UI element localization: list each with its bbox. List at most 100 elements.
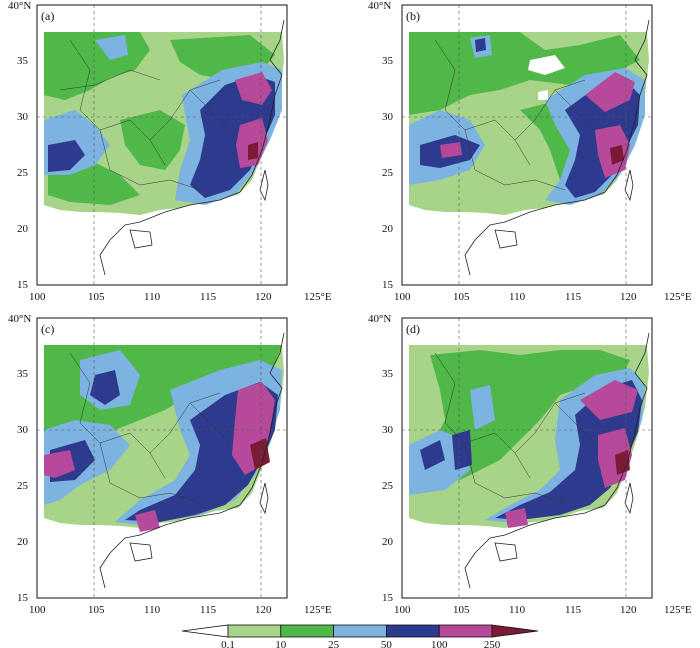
rain-field-b-magenta bbox=[585, 72, 635, 112]
rain-field-d-green bbox=[430, 350, 630, 480]
coastline bbox=[99, 19, 285, 276]
panel-a: (a) bbox=[36, 4, 288, 286]
y-tick-label: 15 bbox=[17, 592, 29, 604]
rain-field-d-navy bbox=[420, 440, 445, 470]
rain-field-d-magenta bbox=[580, 380, 638, 420]
panel-d: (d) bbox=[401, 317, 653, 599]
y-tick-label: 40°N bbox=[8, 313, 31, 325]
axis-labels-top-left: 40°N 35 30 25 20 15 100 105 110 115 120 … bbox=[8, 0, 332, 303]
x-tick-label: 100 bbox=[394, 291, 411, 303]
rain-field-c-maroon bbox=[250, 438, 270, 470]
x-tick-label: 110 bbox=[144, 604, 161, 616]
y-tick-label: 20 bbox=[382, 536, 394, 548]
y-tick-label: 15 bbox=[17, 279, 29, 291]
x-tick-label: 110 bbox=[509, 291, 526, 303]
grid-lines bbox=[37, 5, 287, 285]
colorbar-segment bbox=[333, 624, 387, 638]
colorbar: 0.1 10 25 50 100 250 bbox=[181, 624, 539, 648]
colorbar-segment bbox=[280, 624, 334, 638]
panel-c: (c) bbox=[36, 317, 288, 599]
panel-label: (c) bbox=[41, 322, 54, 336]
rain-field-a-magenta bbox=[236, 118, 268, 168]
x-tick-label: 115 bbox=[200, 604, 217, 616]
panel-frame bbox=[36, 317, 288, 599]
coastline bbox=[464, 332, 650, 589]
coastline bbox=[464, 19, 650, 276]
y-tick-label: 35 bbox=[17, 55, 29, 67]
panel-label: (a) bbox=[41, 9, 54, 23]
x-tick-label: 125°E bbox=[304, 604, 332, 616]
panel-b: (b) bbox=[401, 4, 653, 286]
colorbar-segment bbox=[491, 624, 539, 638]
rain-field-d-magenta bbox=[505, 508, 528, 528]
y-tick-label: 25 bbox=[382, 167, 394, 179]
coastline bbox=[99, 332, 285, 589]
x-tick-label: 120 bbox=[255, 604, 272, 616]
x-tick-label: 105 bbox=[88, 604, 105, 616]
colorbar-segment bbox=[227, 624, 282, 638]
y-tick-label: 25 bbox=[17, 167, 29, 179]
rain-field-d-navy bbox=[452, 430, 472, 470]
rain-field-b-none bbox=[528, 55, 565, 75]
rain-field-c-magenta bbox=[44, 450, 75, 478]
rain-field-a-light-blue bbox=[95, 35, 128, 60]
x-tick-label: 115 bbox=[565, 604, 582, 616]
y-tick-label: 35 bbox=[17, 368, 29, 380]
panel-frame bbox=[36, 4, 288, 286]
panel-label: (d) bbox=[406, 322, 420, 336]
rain-field-a-maroon bbox=[248, 142, 258, 160]
x-tick-label: 105 bbox=[453, 604, 470, 616]
y-tick-label: 25 bbox=[382, 480, 394, 492]
rain-field-b-magenta bbox=[440, 142, 462, 158]
y-tick-label: 30 bbox=[382, 424, 394, 436]
y-tick-label: 35 bbox=[382, 55, 394, 67]
x-tick-label: 110 bbox=[144, 291, 161, 303]
rain-field-c-navy bbox=[90, 370, 120, 405]
panel-frame bbox=[401, 317, 653, 599]
grid-lines bbox=[402, 5, 652, 285]
x-tick-label: 120 bbox=[620, 604, 637, 616]
grid-lines bbox=[37, 318, 287, 598]
colorbar-label: 0.1 bbox=[221, 639, 235, 648]
x-tick-label: 120 bbox=[255, 291, 272, 303]
y-tick-label: 30 bbox=[17, 424, 29, 436]
y-tick-label: 20 bbox=[17, 223, 29, 235]
x-tick-label: 100 bbox=[394, 604, 411, 616]
y-tick-label: 40°N bbox=[8, 0, 31, 12]
x-tick-label: 105 bbox=[88, 291, 105, 303]
rain-field-a-navy bbox=[190, 75, 275, 198]
rain-field-c-magenta bbox=[135, 510, 160, 532]
x-tick-label: 100 bbox=[29, 291, 46, 303]
rain-field-d-magenta bbox=[598, 428, 632, 488]
rain-field-b-green bbox=[409, 32, 640, 115]
rain-field-b-none bbox=[538, 90, 548, 100]
colorbar-label: 10 bbox=[275, 639, 287, 648]
province-borders bbox=[59, 39, 231, 191]
x-tick-label: 100 bbox=[29, 604, 46, 616]
colorbar-label: 25 bbox=[328, 639, 340, 648]
x-tick-label: 115 bbox=[565, 291, 582, 303]
rain-field-d-light-blue bbox=[470, 385, 495, 430]
panel-frame bbox=[401, 4, 653, 286]
x-tick-label: 125°E bbox=[304, 291, 332, 303]
y-tick-label: 40°N bbox=[368, 313, 391, 325]
rain-field-b-navy bbox=[475, 38, 486, 52]
province-borders bbox=[434, 352, 596, 504]
y-tick-label: 25 bbox=[17, 480, 29, 492]
y-tick-label: 15 bbox=[382, 592, 394, 604]
rain-field-a-magenta bbox=[235, 72, 272, 105]
y-tick-label: 20 bbox=[382, 223, 394, 235]
y-tick-label: 30 bbox=[17, 111, 29, 123]
province-borders bbox=[69, 352, 231, 504]
axis-labels-bottom-left: 40°N 35 30 25 20 15 100 105 110 115 120 … bbox=[8, 313, 332, 616]
x-tick-label: 105 bbox=[453, 291, 470, 303]
y-tick-label: 20 bbox=[17, 536, 29, 548]
colorbar-label: 100 bbox=[431, 639, 448, 648]
rain-field-a-green bbox=[120, 110, 185, 170]
axis-labels-bottom-right: 40°N 35 30 25 20 15 100 105 110 115 120 … bbox=[368, 313, 692, 616]
y-tick-label: 15 bbox=[382, 279, 394, 291]
x-tick-label: 125°E bbox=[664, 604, 692, 616]
grid-lines bbox=[402, 318, 652, 598]
colorbar-segment bbox=[181, 624, 229, 638]
